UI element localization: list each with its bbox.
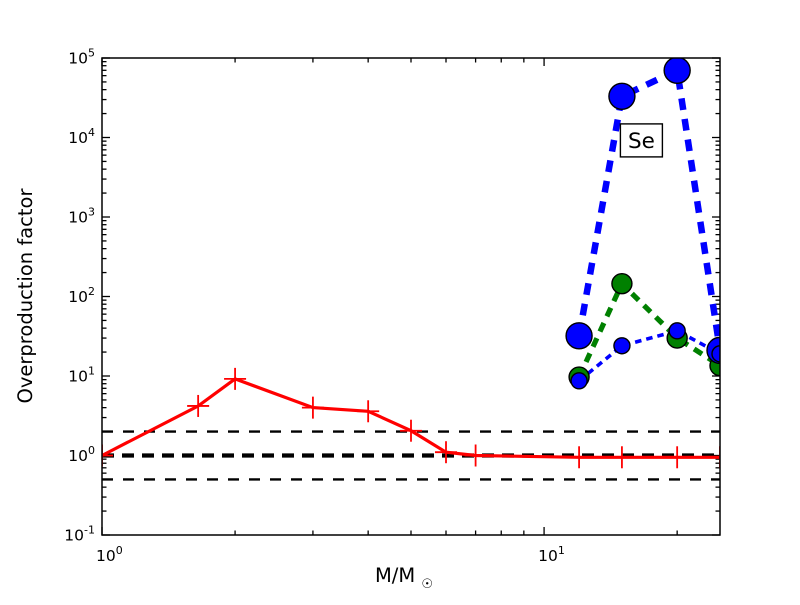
- solar-mass-symbol: ☉: [421, 577, 433, 592]
- x-axis-label: M/M ☉: [375, 564, 433, 592]
- plot-spines: [101, 57, 721, 536]
- blue-thin-dashed-circles-markers: [570, 322, 720, 390]
- circle-marker: [570, 372, 588, 390]
- x-axis-label-main: M/M: [375, 564, 415, 587]
- annotation-se: Se: [619, 123, 664, 158]
- blue-thin-dashed-circles-line: [577, 328, 720, 383]
- blue-thick-dashed-circles-line: [575, 65, 720, 351]
- annotation-se-label: Se: [628, 129, 655, 154]
- circle-marker: [565, 322, 593, 350]
- data-layer: [102, 58, 720, 481]
- y-tick-label: 103: [68, 206, 95, 227]
- red-solid-plus-markers: [102, 367, 720, 469]
- circle-marker: [611, 272, 633, 295]
- y-axis-label: Overproduction factor: [14, 188, 37, 404]
- x-tick-label: 101: [538, 544, 565, 565]
- y-tick-label: 102: [68, 285, 95, 306]
- y-tick-label: 104: [68, 126, 95, 147]
- circle-marker: [663, 58, 691, 85]
- y-tick-label: 105: [68, 47, 95, 68]
- y-tick-label: 100: [68, 444, 95, 465]
- y-tick-label: 10-1: [64, 524, 95, 545]
- circle-marker: [711, 345, 720, 363]
- y-tick-label: 101: [68, 365, 95, 386]
- green-dashed-circles-line: [576, 279, 720, 379]
- circle-marker: [668, 322, 686, 340]
- circle-marker: [613, 337, 631, 355]
- annotation-se-frame: [619, 123, 664, 158]
- circle-marker: [608, 82, 636, 110]
- x-tick-label: 100: [96, 544, 123, 565]
